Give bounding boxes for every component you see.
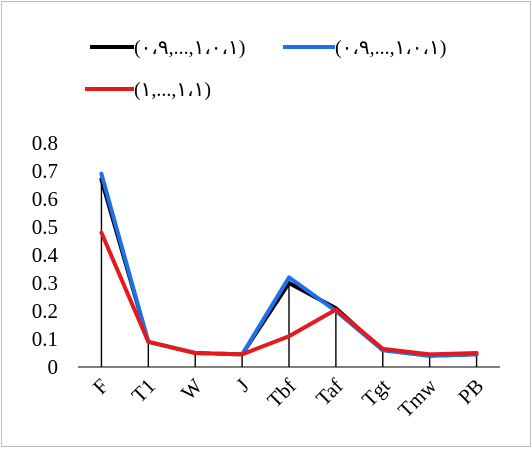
series-line-3 [99, 230, 479, 357]
legend-label-2: (۰،۹,...,۱،۰،۱) [335, 37, 446, 59]
y-tick-label: 0.8 [32, 131, 58, 155]
y-tick-label: 0.1 [32, 327, 58, 351]
legend-label-3: (۱,...,۱،۱) [134, 79, 211, 101]
y-tick-label: 0.5 [32, 215, 58, 239]
y-tick-label: 0.7 [32, 159, 58, 183]
series-lines [99, 171, 479, 358]
y-tick-label: 0 [48, 355, 59, 379]
y-tick-label: 0.2 [32, 299, 58, 323]
y-tick-label: 0.3 [32, 271, 58, 295]
y-tick-label: 0.6 [32, 187, 58, 211]
legend-label-1: (۰،۹,...,۱،۰،۱) [134, 37, 245, 59]
legend: (۰،۹,...,۱،۰،۱) (۰،۹,...,۱،۰،۱) (۱,...,۱… [85, 37, 446, 101]
y-tick-label: 0.4 [32, 243, 59, 267]
y-axis: 0 0.1 0.2 0.3 0.4 0.5 0.6 0.7 0.8 [32, 131, 59, 379]
